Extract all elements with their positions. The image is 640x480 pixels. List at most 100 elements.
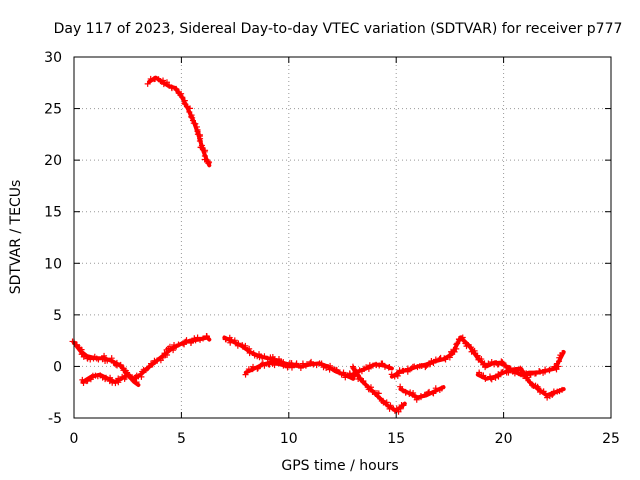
- data-point: [536, 368, 543, 375]
- data-point: [159, 354, 166, 361]
- data-point: [475, 356, 482, 363]
- data-point: [181, 100, 188, 107]
- data-point: [430, 390, 437, 397]
- data-point: [453, 341, 460, 348]
- data-point: [107, 374, 114, 381]
- data-point: [340, 369, 347, 376]
- data-point: [168, 84, 175, 91]
- data-point: [346, 370, 353, 377]
- data-point: [407, 389, 414, 396]
- data-point: [438, 385, 445, 392]
- data-point: [495, 371, 502, 378]
- data-point: [386, 363, 393, 370]
- data-point: [356, 375, 363, 382]
- data-point: [446, 354, 453, 361]
- data-point: [523, 374, 530, 381]
- data-point: [183, 337, 190, 344]
- data-point: [254, 365, 261, 372]
- data-point: [399, 386, 406, 393]
- data-point: [394, 372, 401, 379]
- data-point: [387, 402, 394, 409]
- plot-frame: [73, 56, 612, 419]
- data-point: [400, 402, 407, 409]
- data-point: [115, 375, 122, 382]
- data-point: [189, 117, 196, 124]
- data-point: [87, 356, 94, 363]
- data-point: [499, 359, 506, 366]
- data-point: [200, 335, 207, 342]
- data-point: [179, 94, 186, 101]
- data-point: [535, 385, 542, 392]
- data-point: [170, 347, 177, 354]
- data-point: [549, 391, 556, 398]
- data-point: [459, 334, 466, 341]
- data-point: [498, 358, 505, 365]
- x-tick-label: 25: [602, 431, 620, 447]
- data-point: [163, 79, 170, 86]
- data-series: [69, 75, 566, 415]
- data-point: [108, 355, 115, 362]
- data-point: [79, 376, 86, 383]
- data-point: [507, 365, 514, 372]
- data-point: [546, 366, 553, 373]
- data-point: [80, 353, 87, 360]
- data-point: [239, 342, 246, 349]
- data-point: [117, 362, 124, 369]
- data-point: [101, 352, 108, 359]
- data-point: [189, 114, 196, 121]
- data-point: [454, 340, 461, 347]
- data-point: [397, 405, 404, 412]
- data-point: [84, 377, 91, 384]
- data-point: [186, 105, 193, 112]
- data-point: [559, 350, 566, 357]
- x-axis-title: GPS time / hours: [281, 458, 398, 474]
- series-arc-b: [79, 371, 141, 387]
- data-point: [485, 360, 492, 367]
- data-point: [430, 359, 437, 366]
- x-tick-label: 0: [70, 431, 79, 447]
- y-axis-title: SDTVAR / TECUs: [8, 180, 24, 295]
- data-point: [138, 373, 145, 380]
- data-point: [422, 364, 429, 371]
- data-point: [160, 77, 167, 84]
- data-point: [495, 361, 502, 368]
- data-point: [227, 339, 234, 346]
- data-point: [413, 396, 420, 403]
- data-point: [350, 365, 357, 372]
- data-point: [379, 360, 386, 367]
- data-point: [417, 392, 424, 399]
- data-point: [410, 390, 417, 397]
- y-tick-label: -5: [48, 411, 62, 427]
- data-point: [436, 355, 443, 362]
- data-point: [196, 138, 203, 145]
- data-point: [266, 361, 273, 368]
- data-point: [104, 357, 111, 364]
- data-point: [144, 80, 151, 87]
- data-point: [522, 375, 529, 382]
- data-point: [242, 371, 249, 378]
- data-point: [250, 363, 257, 370]
- y-tick-label: 20: [44, 153, 62, 169]
- data-point: [502, 362, 509, 369]
- data-point: [471, 350, 478, 357]
- data-point: [442, 355, 449, 362]
- data-point: [206, 159, 213, 166]
- data-point: [205, 160, 212, 167]
- data-point: [223, 336, 230, 343]
- data-point: [80, 379, 87, 386]
- y-tick-label: 5: [53, 308, 62, 324]
- data-point: [112, 380, 119, 387]
- data-point: [307, 359, 314, 366]
- data-point: [365, 365, 372, 372]
- data-point: [360, 378, 367, 385]
- data-point: [375, 390, 382, 397]
- data-point: [423, 363, 430, 370]
- data-point: [397, 383, 404, 390]
- x-tick-label: 10: [280, 431, 298, 447]
- data-point: [432, 385, 439, 392]
- y-tick-label: 10: [44, 256, 62, 272]
- data-point: [426, 388, 433, 395]
- data-point: [310, 361, 317, 368]
- data-point: [333, 367, 340, 374]
